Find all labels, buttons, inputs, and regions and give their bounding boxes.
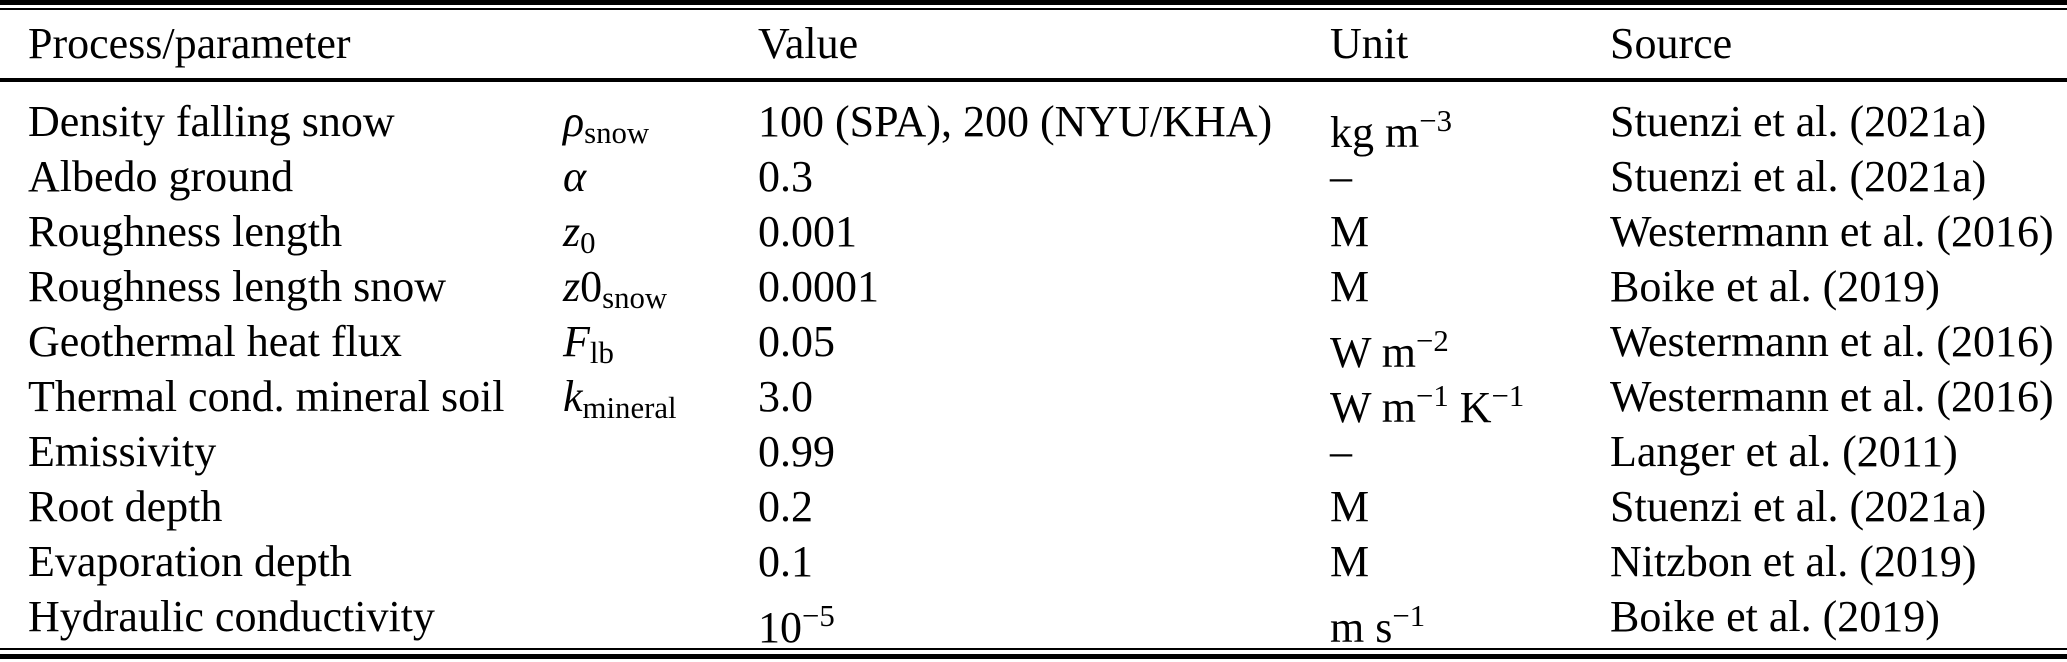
- source-cell: Westermann et al. (2016): [1610, 207, 2054, 256]
- table-row: Roughness length snow z0snow 0.0001 M Bo…: [0, 259, 2067, 315]
- table-row: Geothermal heat flux Flb 0.05 W m−2 West…: [0, 314, 2067, 377]
- source-cell: Boike et al. (2019): [1610, 262, 1940, 311]
- unit-cell: –: [1330, 152, 1352, 201]
- process-cell: Density falling snow: [28, 97, 395, 146]
- symbol-cell: [563, 424, 758, 479]
- unit-cell: –: [1330, 427, 1352, 476]
- source-cell: Stuenzi et al. (2021a): [1610, 482, 1987, 531]
- header-unit: Unit: [1330, 19, 1409, 68]
- table-row: Thermal cond. mineral soil kmineral 3.0 …: [0, 369, 2067, 432]
- process-cell: Roughness length: [28, 207, 343, 256]
- process-cell: Evaporation depth: [28, 537, 352, 586]
- unit-cell: W m−2: [1330, 324, 1449, 378]
- top-rule-thin: [0, 8, 2067, 10]
- table-row: Evaporation depth 0.1 M Nitzbon et al. (…: [0, 534, 2067, 589]
- source-cell: Boike et al. (2019): [1610, 592, 1940, 641]
- top-rule-thick: [0, 0, 2067, 5]
- bottom-rule-thick: [0, 654, 2067, 659]
- table-row: Density falling snow ρsnow 100 (SPA), 20…: [0, 94, 2067, 157]
- process-cell: Roughness length snow: [28, 262, 446, 311]
- process-cell: Emissivity: [28, 427, 217, 476]
- unit-cell: M: [1330, 482, 1370, 531]
- source-cell: Stuenzi et al. (2021a): [1610, 152, 1987, 201]
- value-cell: 0.05: [758, 317, 835, 366]
- value-cell: 100 (SPA), 200 (NYU/KHA): [758, 97, 1273, 146]
- symbol-cell: α: [563, 152, 587, 201]
- table-row: Albedo ground α 0.3 – Stuenzi et al. (20…: [0, 149, 2067, 204]
- process-cell: Geothermal heat flux: [28, 317, 402, 366]
- unit-cell: W m−1 K−1: [1330, 379, 1525, 433]
- process-cell: Thermal cond. mineral soil: [28, 372, 505, 421]
- process-cell: Root depth: [28, 482, 223, 531]
- header-value: Value: [758, 19, 859, 68]
- symbol-cell: z0: [563, 207, 596, 260]
- symbol-cell: Flb: [563, 317, 614, 370]
- source-cell: Westermann et al. (2016): [1610, 317, 2054, 366]
- unit-cell: M: [1330, 262, 1370, 311]
- unit-cell: kg m−3: [1330, 104, 1453, 158]
- bottom-rule-thin: [0, 648, 2067, 650]
- unit-cell: M: [1330, 207, 1370, 256]
- value-cell: 0.0001: [758, 262, 879, 311]
- table-row: Roughness length z0 0.001 M Westermann e…: [0, 204, 2067, 260]
- table-header-row: Process/parameter Value Unit Source: [0, 10, 2067, 78]
- value-cell: 0.1: [758, 537, 813, 586]
- unit-cell: M: [1330, 537, 1370, 586]
- value-cell: 3.0: [758, 372, 813, 421]
- value-cell: 0.001: [758, 207, 857, 256]
- header-separator-rule: [0, 78, 2067, 82]
- value-cell: 0.2: [758, 482, 813, 531]
- table-row: Hydraulic conductivity 10−5 m s−1 Boike …: [0, 589, 2067, 652]
- value-cell: 0.99: [758, 427, 835, 476]
- source-cell: Westermann et al. (2016): [1610, 372, 2054, 421]
- unit-cell: m s−1: [1330, 599, 1426, 653]
- source-cell: Nitzbon et al. (2019): [1610, 537, 1977, 586]
- header-process: Process/parameter: [28, 19, 351, 68]
- value-cell: 10−5: [758, 599, 835, 653]
- value-cell: 0.3: [758, 152, 813, 201]
- process-cell: Hydraulic conductivity: [28, 592, 435, 641]
- source-cell: Langer et al. (2011): [1610, 427, 1958, 476]
- symbol-cell: [563, 534, 758, 589]
- table-row: Root depth 0.2 M Stuenzi et al. (2021a): [0, 479, 2067, 534]
- source-cell: Stuenzi et al. (2021a): [1610, 97, 1987, 146]
- symbol-cell: [563, 589, 758, 655]
- symbol-cell: [563, 479, 758, 534]
- symbol-cell: z0snow: [563, 262, 668, 315]
- table-body: Density falling snow ρsnow 100 (SPA), 20…: [0, 82, 2067, 652]
- symbol-cell: kmineral: [563, 372, 677, 425]
- table-row: Emissivity 0.99 – Langer et al. (2011): [0, 424, 2067, 479]
- symbol-cell: ρsnow: [563, 97, 650, 150]
- process-cell: Albedo ground: [28, 152, 294, 201]
- header-source: Source: [1610, 19, 1733, 68]
